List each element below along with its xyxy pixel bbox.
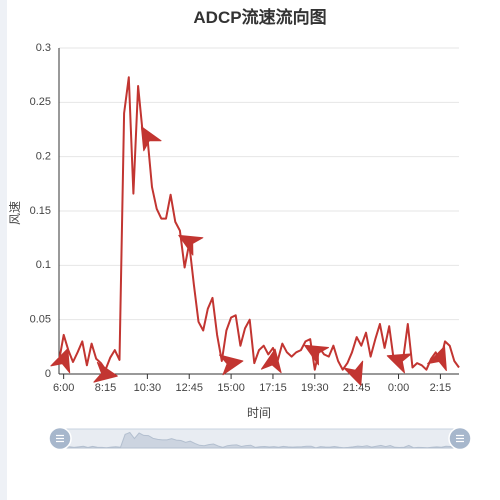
direction-arrow-icon bbox=[343, 360, 364, 386]
zoom-start-handle[interactable] bbox=[48, 426, 72, 451]
y-tick-label: 0.3 bbox=[36, 42, 51, 54]
data-zoom-slider[interactable] bbox=[48, 426, 472, 451]
direction-arrow-icon bbox=[140, 126, 162, 152]
direction-arrow-icon bbox=[93, 361, 118, 383]
x-axis: 6:00 8:15 10:30 12:45 15:00 17:15 19:30 21:45 0:… bbox=[53, 48, 459, 394]
x-tick-label: 8:15 bbox=[95, 382, 116, 394]
y-axis-label: 风速 bbox=[8, 201, 22, 225]
chart-title: ADCP流速流向图 bbox=[193, 8, 327, 27]
x-tick-label: 21:45 bbox=[343, 382, 371, 394]
series-line bbox=[58, 76, 460, 371]
direction-arrow-icon bbox=[303, 344, 329, 366]
direction-arrow-icon bbox=[427, 345, 447, 372]
x-axis-label: 时间 bbox=[247, 406, 271, 420]
y-tick-label: 0.25 bbox=[30, 96, 51, 108]
x-tick-label: 10:30 bbox=[134, 382, 162, 394]
x-tick-label: 6:00 bbox=[53, 382, 74, 394]
x-tick-label: 17:15 bbox=[259, 382, 287, 394]
zoom-selected-range[interactable] bbox=[59, 428, 461, 449]
grid-lines bbox=[59, 47, 459, 375]
direction-arrow-icon bbox=[386, 353, 412, 374]
x-tick-label: 12:45 bbox=[175, 382, 203, 394]
y-axis-ticks: 0 0.05 0.1 0.15 0.2 0.25 0.3 bbox=[30, 42, 51, 380]
left-edge-strip bbox=[0, 0, 7, 500]
x-tick-label: 2:15 bbox=[430, 382, 451, 394]
y-tick-label: 0.2 bbox=[36, 151, 51, 163]
direction-markers bbox=[50, 126, 447, 386]
zoom-preview-shadow bbox=[59, 431, 461, 449]
y-tick-label: 0 bbox=[45, 368, 51, 380]
y-tick-label: 0.05 bbox=[30, 314, 51, 326]
plot-area bbox=[58, 76, 460, 371]
x-tick-label: 0:00 bbox=[388, 382, 409, 394]
x-tick-label: 19:30 bbox=[301, 382, 329, 394]
zoom-end-handle[interactable] bbox=[448, 426, 472, 451]
direction-arrow-icon bbox=[178, 234, 204, 256]
y-tick-label: 0.1 bbox=[36, 259, 51, 271]
direction-arrow-icon bbox=[219, 354, 244, 376]
x-tick-label: 15:00 bbox=[217, 382, 245, 394]
direction-arrow-icon bbox=[260, 348, 282, 374]
direction-arrow-icon bbox=[50, 348, 71, 374]
y-tick-label: 0.15 bbox=[30, 205, 51, 217]
